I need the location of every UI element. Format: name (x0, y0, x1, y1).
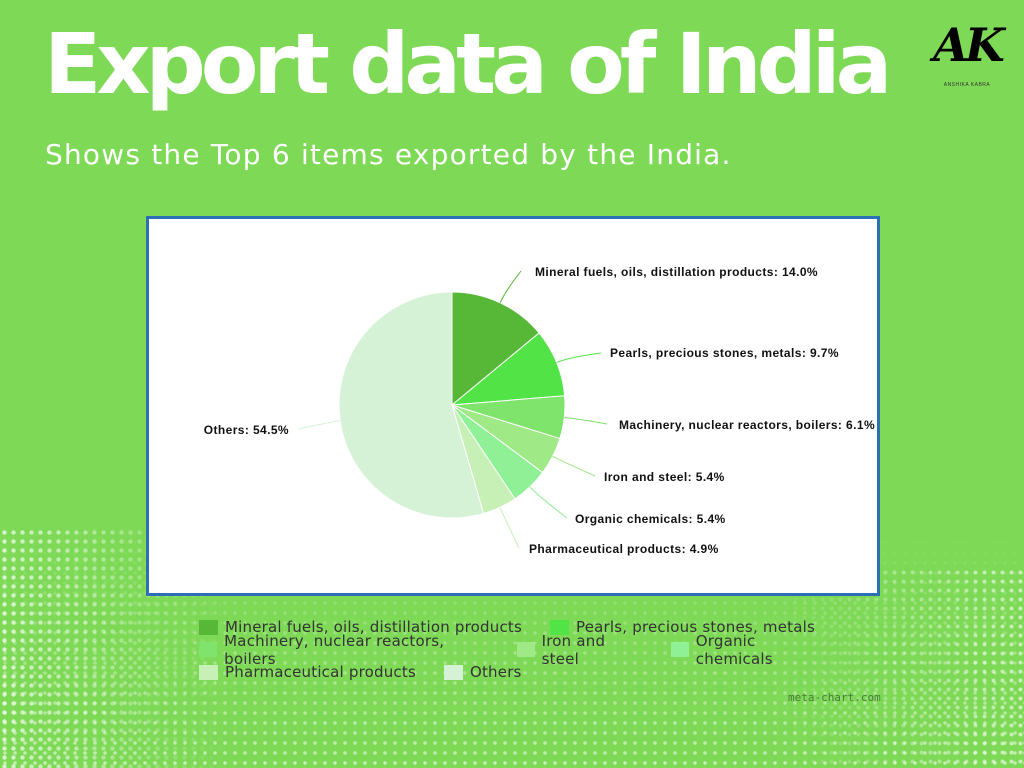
leader-line (529, 486, 568, 519)
legend-label: Machinery, nuclear reactors, boilers (224, 631, 445, 668)
legend-swatch (199, 642, 218, 658)
legend-item: Machinery, nuclear reactors, boilers (199, 632, 489, 668)
legend-swatch (199, 619, 218, 635)
leader-line (564, 416, 608, 425)
chart-legend: Mineral fuels, oils, distillation produc… (199, 616, 859, 684)
pie-chart: Mineral fuels, oils, distillation produc… (204, 265, 875, 556)
slice-data-label: Iron and steel: 5.4% (604, 470, 725, 484)
slice-data-label: Pearls, precious stones, metals: 9.7% (610, 346, 839, 360)
legend-item: Others (443, 663, 522, 682)
legend-swatch (516, 642, 535, 658)
leader-line (298, 420, 341, 430)
leader-line (556, 352, 602, 363)
leader-line (499, 507, 520, 549)
leader-line (499, 270, 522, 303)
legend-item: Pharmaceutical products (199, 663, 416, 681)
legend-swatch (670, 642, 689, 658)
legend-label: Organic chemicals (695, 631, 773, 668)
legend-swatch (443, 664, 463, 680)
author-logo: AK ANSHIKA KABRA (932, 18, 1005, 92)
legend-swatch (199, 664, 218, 680)
slice-data-label: Machinery, nuclear reactors, boilers: 6.… (619, 418, 875, 432)
legend-item: Pearls, precious stones, metals (550, 618, 815, 636)
background-dot-pattern-right (764, 568, 1024, 768)
legend-item: Iron and steel (516, 631, 643, 668)
chart-frame: Mineral fuels, oils, distillation produc… (146, 216, 880, 596)
page-subtitle: Shows the Top 6 items exported by the In… (45, 138, 732, 171)
legend-label: Iron and steel (541, 631, 606, 668)
legend-label: Pearls, precious stones, metals (576, 618, 815, 637)
chart-credit: meta-chart.com (788, 691, 881, 704)
legend-row: Mineral fuels, oils, distillation produc… (199, 616, 859, 639)
logo-subtext: ANSHIKA KABRA (943, 82, 991, 88)
slice-data-label: Pharmaceutical products: 4.9% (529, 542, 719, 556)
legend-swatch (550, 619, 570, 635)
page-title: Export data of India (44, 15, 892, 113)
leader-line (552, 455, 596, 477)
legend-row: Machinery, nuclear reactors, boilers Iron… (199, 632, 859, 668)
legend-item: Organic chemicals (670, 631, 831, 668)
legend-label: Others (469, 663, 522, 682)
slice-data-label: Others: 54.5% (204, 423, 289, 437)
slice-data-label: Mineral fuels, oils, distillation produc… (535, 265, 818, 279)
legend-label: Pharmaceutical products (225, 663, 416, 682)
legend-label: Mineral fuels, oils, distillation produc… (225, 618, 523, 637)
legend-row: Pharmaceutical products Others (199, 661, 859, 684)
legend-item: Mineral fuels, oils, distillation produc… (199, 618, 522, 636)
logo-monogram: AK (933, 18, 1005, 72)
slice-data-label: Organic chemicals: 5.4% (575, 512, 726, 526)
